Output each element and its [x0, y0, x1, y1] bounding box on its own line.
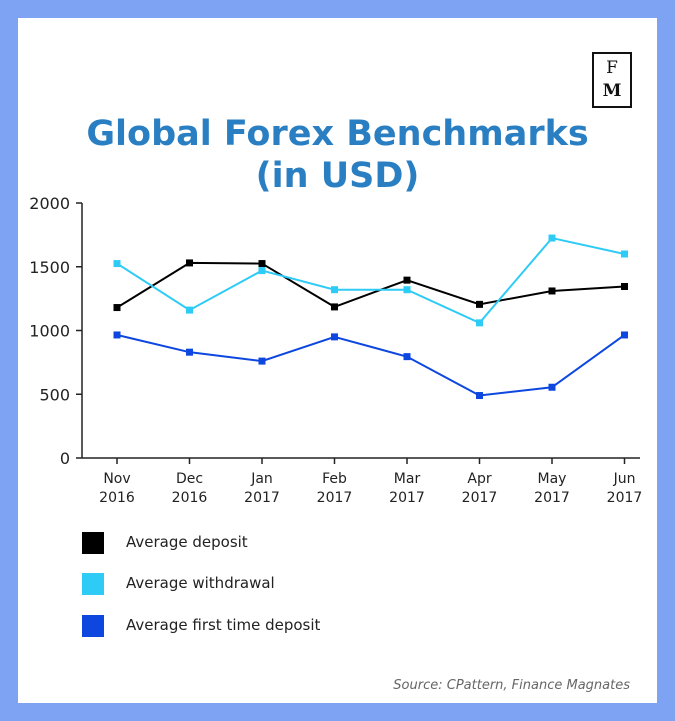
chart-subtitle: (in USD) [255, 156, 420, 196]
source-note: Source: CPattern, Finance Magnates [393, 678, 630, 693]
logo-letter-m: M [602, 81, 622, 101]
x-tick-label: Feb 2017 [317, 471, 353, 506]
legend-label: Average first time deposit [126, 616, 321, 634]
data-point [476, 319, 483, 327]
data-point [186, 348, 193, 356]
data-point [331, 303, 338, 311]
y-tick-label: 500 [39, 385, 70, 404]
data-point [621, 331, 628, 339]
data-point [476, 300, 483, 308]
x-tick-label: Apr 2017 [462, 471, 498, 506]
y-tick-label: 1000 [29, 322, 70, 341]
data-point [113, 331, 121, 339]
data-point [548, 287, 556, 295]
y-tick-label: 1500 [29, 258, 70, 277]
chart-title: Global Forex Benchmarks [86, 114, 589, 154]
data-point [403, 276, 411, 284]
legend-swatch [82, 573, 104, 595]
data-point [403, 286, 411, 294]
data-point [548, 234, 556, 242]
data-point [258, 357, 266, 365]
x-tick-label: Jun 2017 [607, 471, 643, 506]
data-point [331, 286, 338, 294]
x-tick-label: May 2017 [534, 471, 570, 506]
data-point [258, 267, 266, 275]
data-point [113, 260, 121, 268]
x-tick-label: Nov 2016 [99, 471, 135, 506]
legend-label: Average deposit [126, 533, 248, 551]
y-tick-label: 0 [60, 449, 70, 468]
legend-swatch [82, 532, 104, 554]
y-tick-label: 2000 [29, 194, 70, 213]
series-line-2 [116, 333, 626, 397]
x-tick-label: Jan 2017 [244, 471, 280, 506]
legend-label: Average withdrawal [126, 574, 275, 592]
data-point [476, 392, 483, 400]
x-tick-label: Dec 2016 [172, 471, 208, 506]
chart-card [18, 18, 657, 703]
data-point [113, 304, 121, 312]
x-tick-label: Mar 2017 [389, 471, 425, 506]
data-point [621, 283, 628, 291]
logo-letter-f: F [606, 58, 618, 78]
data-point [331, 333, 338, 341]
data-point [403, 353, 411, 361]
series-line-1 [116, 236, 625, 325]
legend-swatch [82, 615, 104, 637]
data-point [186, 306, 193, 314]
data-point [186, 259, 193, 267]
data-point [621, 250, 628, 258]
data-point [258, 260, 266, 268]
brand-logo: F M [592, 52, 632, 108]
series-line-0 [116, 261, 625, 309]
data-point [548, 383, 556, 391]
